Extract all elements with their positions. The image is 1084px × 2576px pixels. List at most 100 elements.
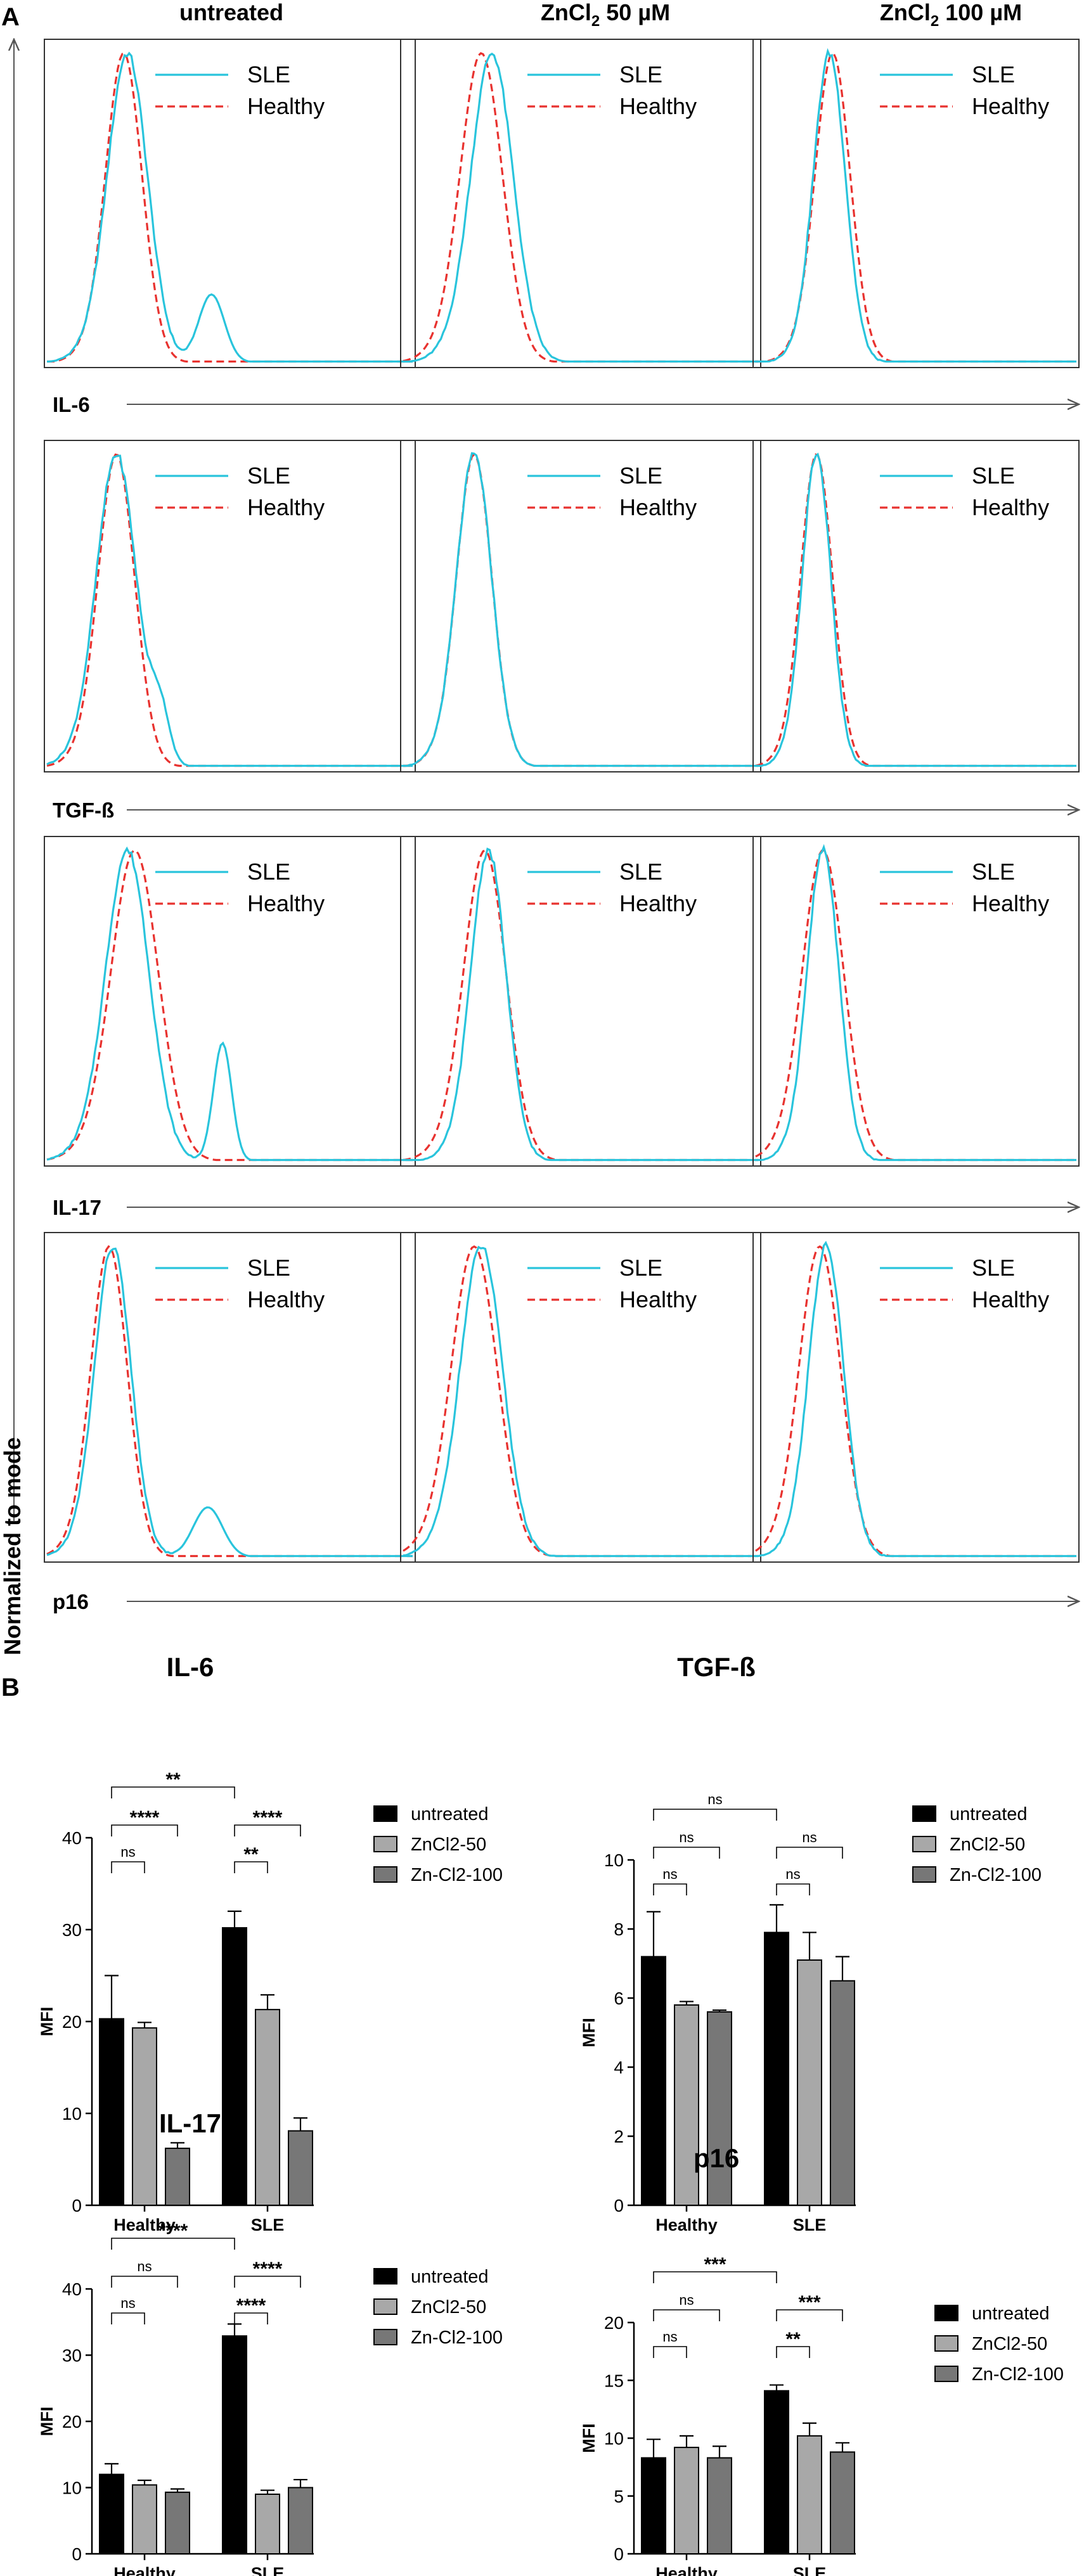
significance-label: ns xyxy=(137,2259,152,2274)
y-tick-label: 10 xyxy=(62,2104,82,2124)
significance-bracket xyxy=(234,2276,301,2288)
legend-swatch xyxy=(373,2268,397,2284)
legend-sle-label: SLE xyxy=(972,1255,1015,1281)
bar xyxy=(797,2435,822,2555)
significance-label: ns xyxy=(679,1829,694,1845)
healthy-curve xyxy=(403,452,758,767)
histogram-panel: SLE Healthy xyxy=(752,836,1080,1167)
significance-bracket xyxy=(111,1861,145,1873)
histogram-frame xyxy=(400,836,761,1167)
sle-curve xyxy=(403,452,758,767)
bar xyxy=(99,2018,124,2206)
legend-label: Zn-Cl2-100 xyxy=(950,1865,1042,1885)
significance-bracket xyxy=(234,2312,268,2324)
histogram-panel: SLE Healthy xyxy=(44,39,416,368)
histogram-panel: SLE Healthy xyxy=(400,1232,761,1563)
legend-sle-label: SLE xyxy=(247,463,290,489)
significance-label: ns xyxy=(120,1844,135,1860)
histogram-panel: SLE Healthy xyxy=(400,836,761,1167)
significance-label: ns xyxy=(120,2295,135,2311)
bar xyxy=(165,2491,190,2554)
y-tick-label: 0 xyxy=(614,2544,624,2564)
histogram-frame xyxy=(752,440,1080,772)
sle-curve xyxy=(46,846,413,1162)
bar xyxy=(288,2487,313,2554)
histogram-frame xyxy=(400,1232,761,1563)
histogram-grid: SLE Healthy SLE Healthy SLE Healthy SLE Healthy… xyxy=(44,39,1080,1563)
y-tick-label: 40 xyxy=(62,1828,82,1848)
bar xyxy=(830,1980,855,2206)
y-tick-label: 2 xyxy=(614,2127,624,2146)
row-axes: IL-6 TGF-ß IL-17 p16 xyxy=(53,393,1079,1613)
bar xyxy=(222,1927,247,2207)
histogram-frame xyxy=(752,836,1080,1167)
bar xyxy=(641,1956,666,2207)
legend-swatch xyxy=(373,2329,397,2345)
y-tick-label: 30 xyxy=(62,2346,82,2366)
significance-bracket xyxy=(111,1786,235,1798)
significance-label: ** xyxy=(785,2329,801,2350)
significance-label: ns xyxy=(802,1829,816,1845)
legend-healthy-label: Healthy xyxy=(619,494,697,520)
histogram-frame xyxy=(44,1232,416,1563)
bar xyxy=(674,2004,699,2206)
column-header: untreated xyxy=(179,0,283,25)
bar-chart-title: TGF-ß xyxy=(677,1652,756,1682)
legend-label: Zn-Cl2-100 xyxy=(972,2364,1064,2385)
histogram-frame xyxy=(752,1232,1080,1563)
legend-healthy-label: Healthy xyxy=(619,1286,697,1312)
significance-bracket xyxy=(234,1824,301,1836)
category-label: SLE xyxy=(793,2215,827,2234)
bar-chart: TGF-ß 0 2 4 6 8 10 MFI Healthy SLE ns ns ns ns ns untre… xyxy=(579,1652,1042,2234)
legend-label: Zn-Cl2-100 xyxy=(411,2328,503,2348)
legend-label: Zn-Cl2-100 xyxy=(411,1865,503,1885)
y-axis-title: MFI xyxy=(579,2018,598,2047)
significance-label: ** xyxy=(165,1769,181,1790)
significance-bracket xyxy=(111,2276,178,2288)
significance-label: *** xyxy=(704,2254,726,2275)
legend-swatch xyxy=(934,2335,958,2352)
row-label: TGF-ß xyxy=(53,798,114,822)
bar xyxy=(99,2473,124,2555)
y-tick-label: 20 xyxy=(62,2012,82,2032)
y-tick-label: 15 xyxy=(604,2371,624,2390)
legend-sle-label: SLE xyxy=(619,463,662,489)
legend-sle-label: SLE xyxy=(247,859,290,885)
significance-bracket xyxy=(653,2346,687,2358)
significance-bracket xyxy=(653,1883,687,1895)
significance-label: ns xyxy=(662,2329,677,2345)
significance-label: **** xyxy=(253,2259,283,2279)
histogram-frame xyxy=(400,39,761,368)
significance-label: ns xyxy=(707,1791,722,1807)
significance-label: ns xyxy=(785,1866,800,1882)
significance-bracket xyxy=(776,2309,843,2321)
legend-sle-label: SLE xyxy=(247,1255,290,1281)
y-tick-label: 10 xyxy=(604,1850,624,1870)
significance-label: **** xyxy=(158,2220,188,2241)
histogram-panel: SLE Healthy xyxy=(752,1232,1080,1563)
legend-healthy-label: Healthy xyxy=(619,93,697,119)
category-label: SLE xyxy=(251,2215,285,2234)
bar xyxy=(132,2484,157,2555)
histogram-panel: SLE Healthy xyxy=(44,1232,416,1563)
row-label: IL-6 xyxy=(53,393,90,416)
legend-label: ZnCl2-50 xyxy=(411,1835,486,1855)
bar xyxy=(797,1959,822,2207)
legend-swatch xyxy=(912,1805,936,1822)
histogram-frame xyxy=(752,39,1080,368)
y-tick-label: 0 xyxy=(614,2196,624,2215)
histogram-frame xyxy=(44,39,416,368)
legend-healthy-label: Healthy xyxy=(247,890,325,916)
legend-label: untreated xyxy=(411,1804,489,1824)
legend-swatch xyxy=(934,2305,958,2321)
y-tick-label: 40 xyxy=(62,2279,82,2299)
bar xyxy=(255,2493,280,2554)
significance-bracket xyxy=(111,1824,178,1836)
bar xyxy=(707,2457,732,2554)
y-tick-label: 4 xyxy=(614,2058,624,2077)
legend-sle-label: SLE xyxy=(619,1255,662,1281)
bar xyxy=(830,2451,855,2554)
significance-bracket xyxy=(776,1883,810,1895)
